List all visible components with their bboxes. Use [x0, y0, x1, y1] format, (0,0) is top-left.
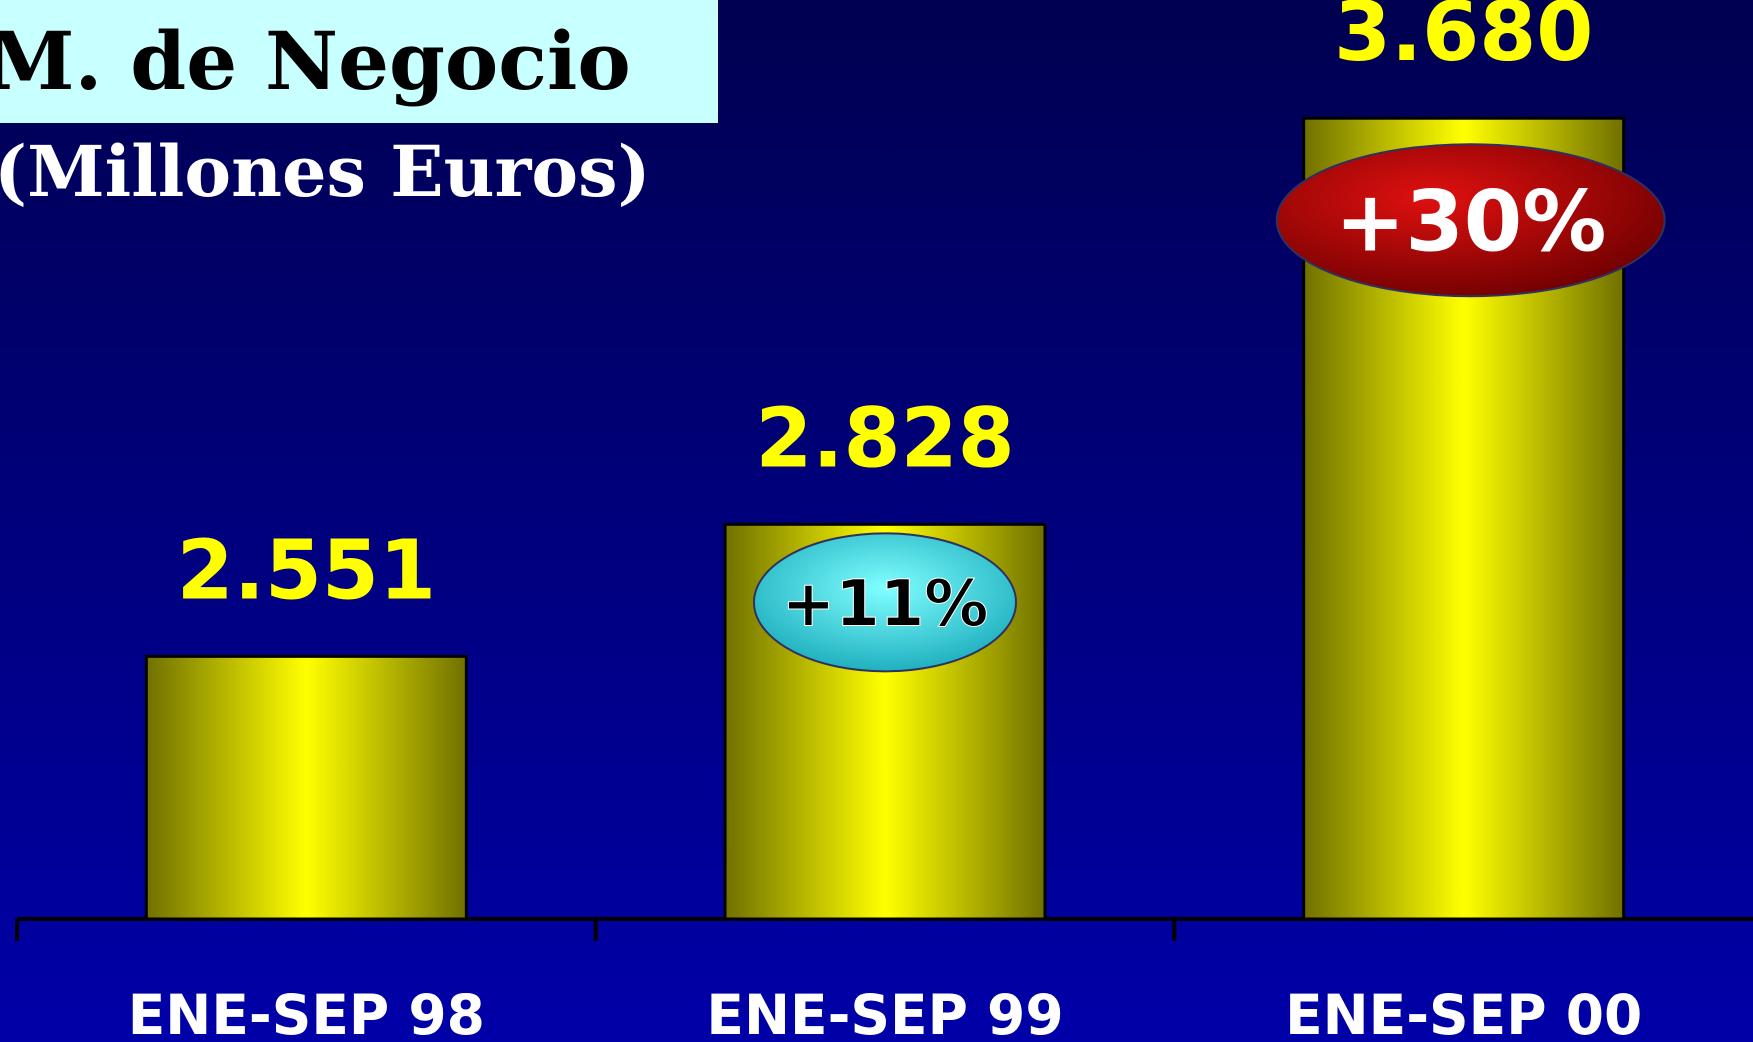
chart-title: M. de Negocio — [0, 14, 631, 108]
x-tick-label: ENE-SEP 00 — [1285, 983, 1642, 1042]
title-box — [0, 0, 718, 123]
x-tick-label: ENE-SEP 99 — [706, 983, 1063, 1042]
chart-subtitle: (Millones Euros) — [0, 130, 651, 213]
x-tick-label: ENE-SEP 98 — [128, 983, 485, 1042]
bar — [144, 654, 468, 921]
annotation-badge — [1275, 143, 1666, 298]
annotation: +11% — [782, 567, 989, 641]
value-label: 2.551 — [177, 523, 436, 618]
value-label: 3.680 — [1334, 0, 1593, 80]
value-label: 2.828 — [755, 391, 1014, 486]
annotation-badge — [753, 532, 1017, 673]
annotation: +30% — [1335, 172, 1606, 270]
